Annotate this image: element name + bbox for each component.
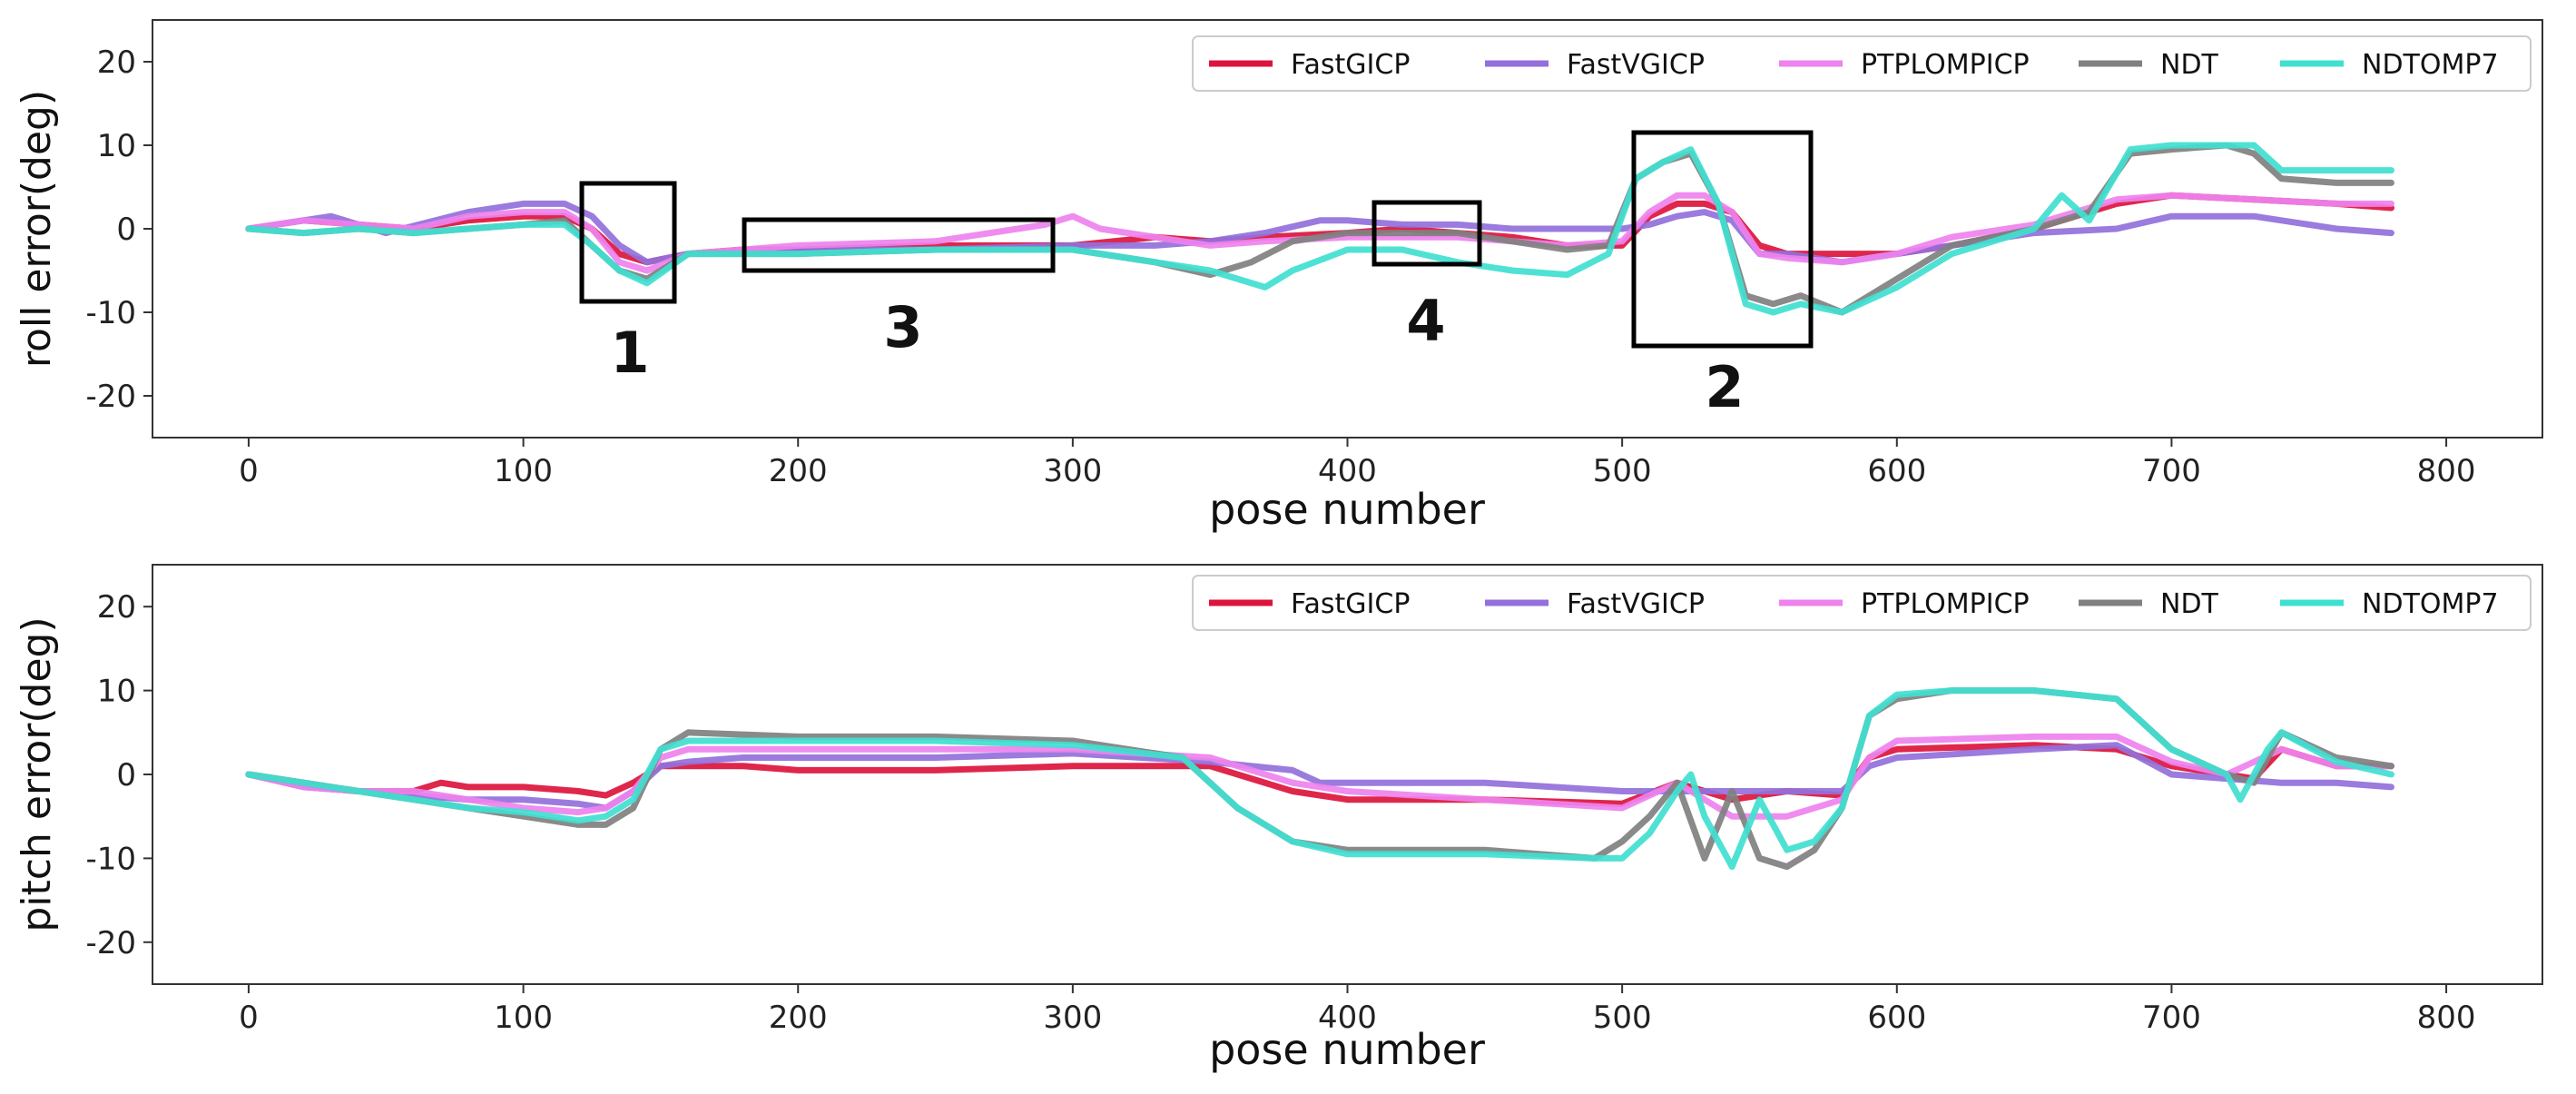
roll-x-tick-label: 300 <box>1043 453 1102 489</box>
roll-x-tick-label: 800 <box>2417 453 2476 489</box>
pitch-legend-label-ndt: NDT <box>2160 588 2219 620</box>
roll-x-tick-label: 100 <box>494 453 553 489</box>
pitch-y-tick-label: 10 <box>97 674 136 710</box>
annotation-box-3 <box>742 217 1056 273</box>
pitch-line-ptplompicp <box>245 733 2394 820</box>
roll-legend-label-fastgicp: FastGICP <box>1291 49 1410 81</box>
pitch-series-lines <box>245 687 2394 871</box>
pitch-legend-label-fastgicp: FastGICP <box>1291 588 1410 620</box>
roll-annotations: 1 3 4 2 <box>579 130 1814 420</box>
roll-legend-label-ptplompicp: PTPLOMPICP <box>1861 49 2030 81</box>
annotation-label-2: 2 <box>1705 354 1744 420</box>
roll-y-tick-label: 0 <box>116 212 136 248</box>
annotation-box-4 <box>1372 200 1482 267</box>
roll-x-tick-label: 400 <box>1318 453 1377 489</box>
pitch-x-axis-label: pose number <box>1209 1025 1485 1074</box>
pitch-line-fastvgicp <box>245 742 2394 812</box>
pitch-legend: FastGICP FastVGICP PTPLOMPICP NDT NDTOMP7 <box>1192 575 2532 631</box>
roll-x-tick-label: 500 <box>1593 453 1652 489</box>
pitch-y-axis-label: pitch error(deg) <box>14 616 60 931</box>
pitch-legend-label-ndtomp7: NDTOMP7 <box>2362 588 2499 620</box>
pitch-legend-label-fastvgicp: FastVGICP <box>1567 588 1705 620</box>
roll-x-tick-label: 600 <box>1867 453 1926 489</box>
pitch-x-tick-label: 600 <box>1867 1000 1926 1036</box>
pitch-x-tick-label: 400 <box>1318 1000 1377 1036</box>
pitch-x-tick-label: 0 <box>239 1000 259 1036</box>
pitch-legend-label-ptplompicp: PTPLOMPICP <box>1861 588 2030 620</box>
roll-y-tick-label: -20 <box>85 379 136 415</box>
pitch-line-ndtomp7 <box>245 687 2394 871</box>
pitch-y-ticks: 20 10 0 -10 -20 <box>85 589 152 961</box>
pitch-y-tick-label: 20 <box>97 589 136 626</box>
roll-line-ndtomp7 <box>245 142 2394 316</box>
annotation-label-3: 3 <box>883 294 922 360</box>
pitch-x-tick-label: 800 <box>2417 1000 2476 1036</box>
roll-legend-box <box>1192 35 2532 92</box>
pitch-y-tick-label: -20 <box>85 925 136 961</box>
pitch-x-tick-label: 300 <box>1043 1000 1102 1036</box>
pitch-x-tick-label: 200 <box>769 1000 828 1036</box>
pitch-line-fastgicp <box>245 742 2394 807</box>
roll-y-tick-label: -10 <box>85 295 136 331</box>
pitch-x-tick-label: 700 <box>2142 1000 2201 1036</box>
pitch-x-tick-label: 500 <box>1593 1000 1652 1036</box>
roll-x-tick-label: 700 <box>2142 453 2201 489</box>
roll-y-axis-label: roll error(deg) <box>14 90 60 368</box>
roll-legend-label-fastvgicp: FastVGICP <box>1567 49 1705 81</box>
roll-series-lines <box>245 142 2394 316</box>
pitch-x-ticks: 0 100 200 300 400 500 600 700 800 <box>239 984 2476 1036</box>
pitch-x-tick-label: 100 <box>494 1000 553 1036</box>
roll-x-tick-label: 200 <box>769 453 828 489</box>
roll-legend-label-ndt: NDT <box>2160 49 2219 81</box>
roll-line-fastvgicp <box>245 200 2394 266</box>
pitch-y-tick-label: 0 <box>116 757 136 793</box>
roll-y-tick-label: 10 <box>97 128 136 164</box>
roll-y-ticks: 20 10 0 -10 -20 <box>85 44 152 415</box>
annotation-box-2 <box>1631 130 1814 349</box>
roll-legend: FastGICP FastVGICP PTPLOMPICP NDT NDTOMP7 <box>1192 35 2532 92</box>
pitch-line-ndt <box>245 687 2394 871</box>
pitch-legend-box <box>1192 575 2532 631</box>
annotation-box-1 <box>579 181 677 304</box>
annotation-label-4: 4 <box>1406 288 1445 354</box>
roll-x-tick-label: 0 <box>239 453 259 489</box>
roll-x-axis-label: pose number <box>1209 485 1485 534</box>
annotation-label-1: 1 <box>610 320 649 386</box>
roll-x-ticks: 0 100 200 300 400 500 600 700 800 <box>239 438 2476 489</box>
roll-y-tick-label: 20 <box>97 44 136 81</box>
roll-legend-label-ndtomp7: NDTOMP7 <box>2362 49 2499 81</box>
pitch-y-tick-label: -10 <box>85 841 136 877</box>
